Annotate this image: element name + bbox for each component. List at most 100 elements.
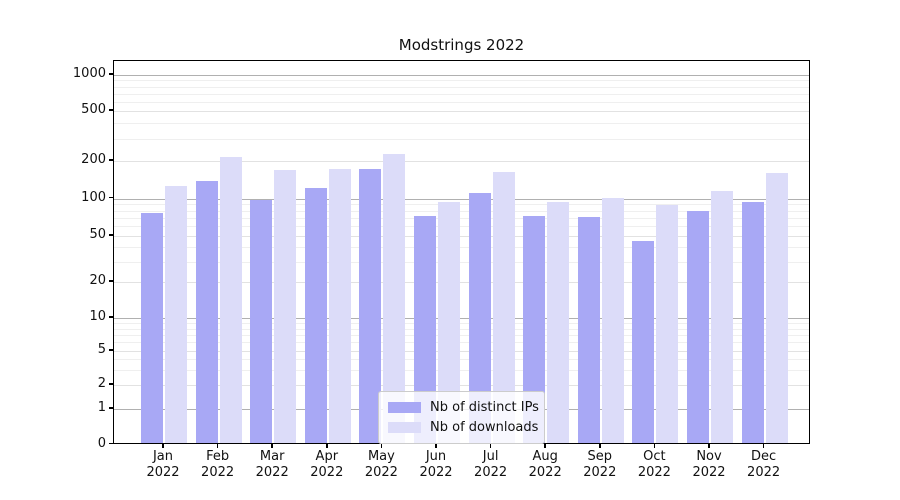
bar-downloads-oct xyxy=(656,205,679,443)
legend-entry-downloads: Nb of downloads xyxy=(388,420,544,435)
y-tick-200 xyxy=(109,159,113,161)
gridline-faint xyxy=(114,226,809,228)
bar-distinct-ips-dec xyxy=(741,202,764,443)
chart-title: Modstrings 2022 xyxy=(398,36,525,54)
y-tick-50 xyxy=(109,234,113,236)
legend-swatch-distinct-ips xyxy=(388,402,421,413)
gridline-faint xyxy=(114,138,809,140)
y-tick-label-0: 0 xyxy=(97,435,106,451)
y-tick-100 xyxy=(109,196,113,199)
legend-label-downloads: Nb of downloads xyxy=(430,420,539,435)
bar-downloads-mar xyxy=(274,169,297,443)
bar-distinct-ips-aug xyxy=(523,215,546,443)
x-tick-feb xyxy=(216,444,219,448)
gridline-faint xyxy=(114,323,809,325)
x-tick-label-jun: Jun 2022 xyxy=(419,449,453,480)
x-tick-label-dec: Dec 2022 xyxy=(747,449,781,480)
x-tick-label-jan: Jan 2022 xyxy=(146,449,180,480)
y-tick-label-500: 500 xyxy=(81,102,106,117)
x-tick-dec xyxy=(762,444,765,448)
bar-downloads-nov xyxy=(711,191,733,443)
gridline-minor xyxy=(114,161,809,162)
x-tick-may xyxy=(380,444,383,448)
gridline-faint xyxy=(114,261,809,263)
gridline-faint xyxy=(114,101,809,103)
gridline-faint xyxy=(114,359,809,361)
x-tick-label-apr: Apr 2022 xyxy=(310,449,344,480)
bar-distinct-ips-nov xyxy=(687,210,709,443)
y-tick-label-5: 5 xyxy=(97,342,106,357)
bar-downloads-aug xyxy=(547,202,570,443)
gridline-faint xyxy=(114,342,809,344)
plot-area xyxy=(113,60,810,444)
gridline-major xyxy=(114,198,809,200)
bar-distinct-ips-may xyxy=(359,169,382,443)
bar-distinct-ips-jul xyxy=(468,192,491,443)
y-tick-label-2: 2 xyxy=(97,376,106,391)
gridline-faint xyxy=(114,334,809,336)
y-tick-label-1: 1 xyxy=(97,400,106,415)
gridline-minor xyxy=(114,385,809,386)
x-tick-apr xyxy=(326,444,328,448)
bar-distinct-ips-jan xyxy=(141,212,163,443)
gridline-faint xyxy=(114,80,809,82)
bar-distinct-ips-oct xyxy=(632,240,655,443)
y-tick-label-200: 200 xyxy=(81,152,106,167)
x-tick-label-jul: Jul 2022 xyxy=(474,449,508,480)
legend: Nb of distinct IPs Nb of downloads xyxy=(378,391,545,444)
bar-distinct-ips-mar xyxy=(250,200,273,443)
y-tick-label-10: 10 xyxy=(89,309,106,324)
gridline-major xyxy=(114,318,809,319)
bar-distinct-ips-apr xyxy=(304,187,327,443)
gridline-minor xyxy=(114,236,809,237)
y-tick-label-100: 100 xyxy=(81,189,106,205)
bar-downloads-feb xyxy=(219,156,242,443)
bar-downloads-jun xyxy=(438,202,460,443)
y-tick-20 xyxy=(109,280,113,282)
bar-downloads-jul xyxy=(492,172,515,443)
x-tick-nov xyxy=(708,444,710,448)
gridline-faint xyxy=(114,93,809,95)
x-tick-label-sep: Sep 2022 xyxy=(583,449,617,480)
x-tick-label-feb: Feb 2022 xyxy=(201,449,235,480)
x-tick-label-aug: Aug 2022 xyxy=(528,449,562,480)
gridline-minor xyxy=(114,111,809,112)
legend-swatch-downloads xyxy=(388,422,421,433)
y-tick-1000 xyxy=(109,73,113,75)
gridline-faint xyxy=(114,86,809,88)
y-tick-1 xyxy=(109,407,113,409)
x-tick-aug xyxy=(544,444,546,448)
x-tick-label-oct: Oct 2022 xyxy=(637,449,671,480)
x-tick-label-mar: Mar 2022 xyxy=(255,449,289,480)
bar-distinct-ips-feb xyxy=(195,181,218,443)
gridline-faint xyxy=(114,217,809,219)
gridline-minor xyxy=(114,351,809,352)
x-tick-label-nov: Nov 2022 xyxy=(692,449,726,480)
x-tick-jan xyxy=(162,444,164,448)
y-tick-2 xyxy=(109,383,113,385)
bar-downloads-apr xyxy=(328,169,351,443)
legend-entry-distinct-ips: Nb of distinct IPs xyxy=(388,400,544,415)
y-tick-500 xyxy=(109,109,113,111)
x-tick-sep xyxy=(599,444,601,448)
y-tick-label-50: 50 xyxy=(89,227,106,242)
gridline-faint xyxy=(114,123,809,125)
bar-downloads-jan xyxy=(165,185,187,443)
x-tick-label-may: May 2022 xyxy=(364,449,398,480)
y-tick-10 xyxy=(109,316,113,318)
x-tick-jul xyxy=(489,444,492,448)
legend-label-distinct-ips: Nb of distinct IPs xyxy=(430,400,539,415)
bar-downloads-dec xyxy=(765,173,788,443)
bar-downloads-sep xyxy=(601,198,624,443)
x-tick-mar xyxy=(271,444,273,448)
bar-distinct-ips-sep xyxy=(577,216,600,443)
gridline-faint xyxy=(114,204,809,206)
gridline-faint xyxy=(114,210,809,212)
y-tick-label-20: 20 xyxy=(89,273,106,288)
gridline-faint xyxy=(114,328,809,330)
x-tick-oct xyxy=(653,444,656,448)
gridline-faint xyxy=(114,247,809,249)
bar-distinct-ips-jun xyxy=(414,215,436,443)
y-tick-label-1000: 1000 xyxy=(72,66,106,81)
